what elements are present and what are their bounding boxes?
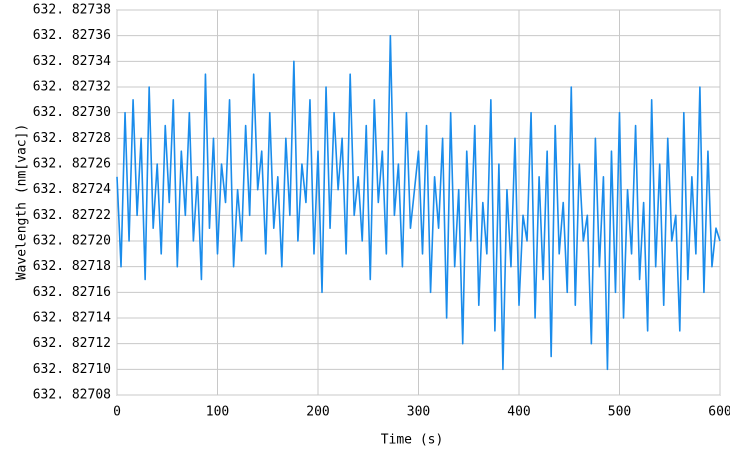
y-tick-label: 632. 82716 xyxy=(33,285,111,300)
y-tick-label: 632. 82722 xyxy=(33,208,111,223)
x-tick-label: 300 xyxy=(407,405,430,420)
y-tick-label: 632. 82728 xyxy=(33,131,111,146)
y-tick-label: 632. 82738 xyxy=(33,3,111,18)
data-line xyxy=(116,34,721,371)
y-tick-label: 632. 82726 xyxy=(33,157,111,172)
x-tick-label: 0 xyxy=(113,405,121,420)
y-tick-label: 632. 82730 xyxy=(33,105,111,120)
y-tick-label: 632. 82720 xyxy=(33,234,111,249)
y-tick-label: 632. 82732 xyxy=(33,80,111,95)
x-tick-label: 600 xyxy=(708,405,730,420)
x-tick-label: 500 xyxy=(608,405,631,420)
y-tick-label: 632. 82718 xyxy=(33,259,111,274)
x-tick-label: 100 xyxy=(206,405,229,420)
y-tick-label: 632. 82714 xyxy=(33,311,111,326)
y-tick-label: 632. 82712 xyxy=(33,336,111,351)
y-axis-label: Wavelength (nm[vac]) xyxy=(15,124,30,281)
y-tick-label: 632. 82736 xyxy=(33,28,111,43)
y-tick-label: 632. 82710 xyxy=(33,362,111,377)
y-tick-label: 632. 82708 xyxy=(33,388,111,403)
x-tick-label: 200 xyxy=(306,405,329,420)
y-tick-label: 632. 82734 xyxy=(33,54,111,69)
y-tick-label: 632. 82724 xyxy=(33,182,111,197)
x-tick-label: 400 xyxy=(507,405,530,420)
x-axis-label: Time (s) xyxy=(381,433,444,448)
